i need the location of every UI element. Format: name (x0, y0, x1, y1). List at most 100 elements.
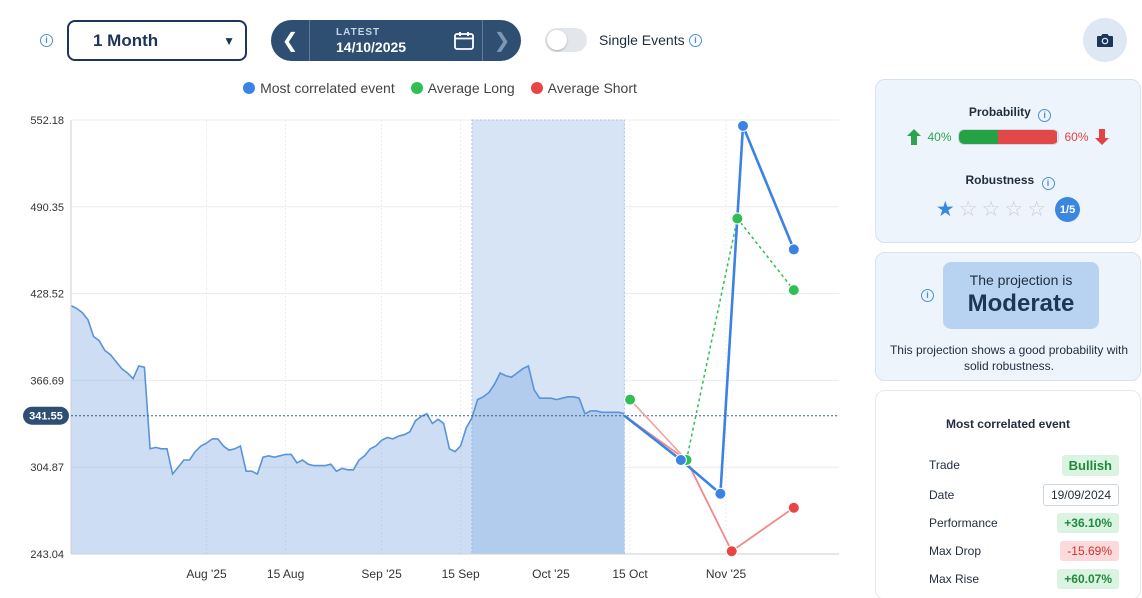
arrow-up-icon (907, 129, 922, 145)
y-tick-label: 366.69 (30, 375, 64, 387)
robustness-badge: 1/5 (1055, 197, 1081, 222)
event-key: Max Rise (929, 572, 980, 586)
correlated-point[interactable] (737, 119, 749, 132)
correlated-point[interactable] (714, 487, 727, 500)
single-events-label: Single Events (599, 32, 685, 48)
period-select-value: 1 Month (93, 30, 159, 50)
y-tick-label: 490.35 (30, 202, 64, 214)
max-drop-value: -15.69% (1060, 541, 1119, 561)
legend-item-short[interactable]: Average Short (530, 80, 637, 96)
projection-value: Moderate (967, 290, 1075, 317)
period-select[interactable]: 1 Month ▼ (67, 20, 247, 61)
legend-label: Average Short (547, 80, 637, 96)
legend-item-correlated[interactable]: Most correlated event (243, 80, 395, 96)
current-value-badge (23, 406, 69, 425)
y-tick-label: 304.87 (30, 462, 64, 474)
probability-title-text: Probability (968, 105, 1031, 119)
current-value-label: 341.55 (29, 411, 63, 423)
probability-row: 40% 60% (876, 129, 1140, 145)
event-key: Trade (929, 458, 960, 472)
long-point[interactable] (624, 393, 637, 406)
robustness-info-icon[interactable]: i (1041, 177, 1055, 190)
chart-legend: Most correlated event Average Long Avera… (0, 80, 880, 96)
single-events-toggle[interactable] (545, 28, 587, 52)
x-tick-label: Sep '25 (361, 567, 402, 581)
event-date-value: 19/09/2024 (1042, 484, 1119, 506)
probability-bar (957, 129, 1059, 145)
event-key: Date (929, 488, 955, 502)
projection-line-correlated[interactable] (623, 125, 796, 497)
prev-date-button[interactable]: ❮ (281, 30, 299, 52)
highlight-range (471, 119, 625, 555)
event-card: Most correlated event Trade Bullish Date… (875, 390, 1141, 598)
event-row-date: Date 19/09/2024 (929, 484, 1119, 506)
chevron-down-icon: ▼ (223, 33, 235, 48)
star-empty-icon: ☆ (1027, 198, 1047, 221)
projection-info-icon[interactable]: i (921, 289, 934, 302)
trade-badge: Bullish (1061, 454, 1119, 476)
robustness-stars: ★ ☆ ☆ ☆ ☆ 1/5 (876, 197, 1140, 222)
x-tick-label: Nov '25 (706, 567, 747, 581)
legend-label: Average Long (427, 80, 515, 96)
star-empty-icon: ☆ (958, 198, 978, 221)
event-key: Performance (929, 516, 998, 530)
calendar-icon[interactable] (446, 30, 482, 52)
next-date-button[interactable]: ❯ (493, 30, 511, 52)
max-rise-value: +60.07% (1057, 569, 1119, 589)
date-navigator: ❮ LATEST 14/10/2025 ❯ (271, 20, 521, 61)
performance-value: +36.10% (1057, 513, 1119, 533)
correlated-point[interactable] (787, 243, 800, 256)
camera-icon (1097, 34, 1113, 47)
history-line[interactable] (70, 304, 625, 476)
x-tick-label: Oct '25 (532, 567, 570, 581)
y-tick-label: 243.04 (30, 549, 64, 561)
legend-dot (243, 82, 256, 94)
projection-line-long-start (629, 399, 688, 461)
toggle-knob (547, 30, 567, 50)
legend-dot (530, 82, 543, 94)
date-nav-divider (309, 20, 310, 61)
date-nav-divider (482, 20, 483, 61)
period-info-icon[interactable]: i (40, 34, 53, 47)
projection-box: The projection is Moderate (943, 262, 1099, 329)
probability-card: Probability i 40% 60% Robustness i ★ ☆ ☆ ☆ ☆… (875, 79, 1141, 243)
x-tick-label: 15 Sep (442, 567, 480, 581)
x-tick-label: Aug '25 (186, 567, 227, 581)
robustness-title: Robustness i (876, 173, 1140, 190)
legend-item-long[interactable]: Average Long (410, 80, 515, 96)
short-point[interactable] (787, 501, 800, 514)
projection-prefix: The projection is (969, 272, 1073, 288)
star-empty-icon: ☆ (1004, 198, 1024, 221)
long-point[interactable] (731, 212, 744, 225)
history-area (71, 305, 625, 554)
probability-info-icon[interactable]: i (1038, 109, 1052, 122)
correlated-point[interactable] (674, 453, 687, 466)
screenshot-button[interactable] (1083, 18, 1127, 62)
date-label: LATEST (336, 26, 381, 38)
x-tick-label: 15 Oct (612, 567, 648, 581)
projection-line-short[interactable] (623, 414, 795, 553)
event-row-max-rise: Max Rise +60.07% (929, 568, 1119, 590)
event-row-performance: Performance +36.10% (929, 512, 1119, 534)
x-tick-label: 15 Aug (267, 567, 304, 581)
y-tick-label: 428.52 (30, 289, 64, 301)
projection-line-long[interactable] (685, 216, 795, 461)
probability-title: Probability i (876, 105, 1140, 122)
single-events-info-icon[interactable]: i (689, 34, 702, 47)
legend-label: Most correlated event (260, 80, 395, 96)
projection-card: i The projection is Moderate This projec… (875, 252, 1141, 381)
event-key: Max Drop (929, 544, 982, 558)
probability-bar-up (958, 130, 999, 144)
long-point[interactable] (787, 284, 800, 297)
y-tick-label: 552.18 (30, 115, 64, 127)
date-display[interactable]: LATEST 14/10/2025 (310, 27, 446, 55)
event-row-max-drop: Max Drop -15.69% (929, 540, 1119, 562)
probability-down-pct: 60% (1064, 130, 1089, 144)
short-point[interactable] (725, 545, 738, 558)
arrow-down-icon (1094, 129, 1109, 145)
probability-up-pct: 40% (927, 130, 952, 144)
event-row-trade: Trade Bullish (929, 454, 1119, 476)
price-chart[interactable]: 552.18 490.35 428.52 366.69 304.87 243.04 Aug … (0, 0, 870, 598)
probability-bar-down (998, 130, 1058, 144)
date-value: 14/10/2025 (336, 38, 407, 55)
